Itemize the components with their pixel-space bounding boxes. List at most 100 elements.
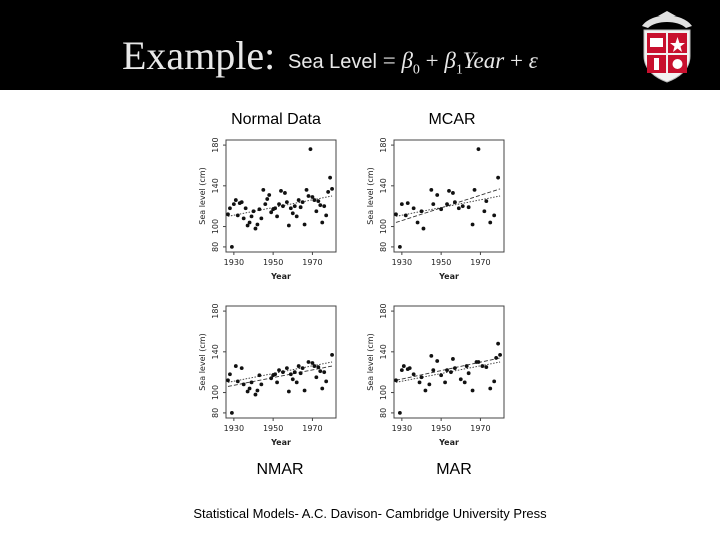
data-point [294, 380, 299, 385]
data-point [298, 205, 303, 210]
x-axis-title: Year [270, 438, 291, 447]
data-point [460, 204, 465, 209]
data-point [306, 360, 311, 364]
data-point [255, 222, 260, 227]
data-point [452, 366, 457, 371]
panel-label-mar: MAR [436, 461, 472, 478]
data-point [312, 198, 317, 202]
y-tick-label: 140 [211, 178, 220, 193]
data-point [235, 379, 240, 384]
data-point [294, 214, 299, 219]
plot-frame [393, 305, 505, 419]
data-point [496, 341, 501, 346]
data-point [484, 199, 489, 203]
data-point [253, 392, 258, 397]
plot-frame [225, 305, 337, 419]
data-point [498, 352, 502, 357]
data-point [472, 187, 477, 192]
data-point [298, 371, 303, 376]
fit-line-dotted [227, 195, 333, 217]
data-point [417, 380, 422, 385]
data-point [431, 202, 436, 207]
data-point [324, 379, 329, 384]
data-point [326, 190, 331, 194]
x-tick-label: 1970 [470, 424, 490, 433]
data-point [451, 357, 455, 361]
data-point [439, 373, 444, 378]
data-point [302, 388, 307, 393]
formula-beta1-sub: 1 [455, 62, 463, 78]
data-point [322, 370, 327, 375]
fit-line-dotted [395, 361, 501, 383]
data-point [435, 359, 440, 363]
data-point [273, 206, 278, 211]
data-point [421, 226, 426, 231]
formula-epsilon: ε [528, 48, 538, 73]
data-point [265, 197, 270, 201]
data-point [401, 364, 406, 368]
data-point [288, 206, 293, 211]
data-point [229, 411, 234, 415]
data-point [492, 379, 497, 384]
data-point [470, 388, 475, 393]
x-tick-label: 1930 [224, 424, 244, 433]
data-point [249, 214, 254, 219]
formula-equals: = [382, 48, 396, 73]
data-point [411, 206, 416, 211]
y-tick-label: 180 [379, 303, 388, 318]
data-point [318, 203, 323, 208]
data-point [330, 352, 334, 357]
panel-label-normal: Normal Data [231, 111, 321, 128]
data-point [306, 194, 311, 198]
slide-header [0, 0, 720, 90]
data-point [316, 365, 321, 369]
data-point [231, 202, 236, 207]
y-tick-label: 80 [379, 242, 388, 252]
data-point [229, 245, 234, 249]
y-tick-label: 180 [379, 137, 388, 152]
data-point [228, 372, 232, 377]
panel-label-mcar: MCAR [428, 111, 476, 128]
data-point [445, 202, 449, 207]
data-point [241, 382, 246, 387]
data-point [466, 371, 471, 376]
y-tick-label: 140 [379, 178, 388, 193]
data-point [494, 356, 499, 360]
x-tick-label: 1930 [224, 258, 244, 267]
data-point [226, 212, 230, 217]
data-point [316, 199, 321, 203]
data-point [243, 206, 248, 211]
data-point [308, 147, 313, 152]
data-point [411, 372, 416, 377]
x-tick-label: 1970 [302, 258, 322, 267]
y-tick-label: 100 [211, 219, 220, 234]
data-point [480, 364, 485, 368]
x-axis-title: Year [438, 438, 459, 447]
footer-citation: Statistical Models- A.C. Davison- Cambri… [193, 506, 547, 521]
data-point [290, 377, 295, 382]
fit-line-dotted [395, 195, 501, 217]
data-point [275, 214, 279, 219]
data-point [419, 209, 424, 214]
data-point [322, 204, 327, 209]
data-point [302, 222, 307, 227]
data-point [296, 198, 301, 202]
data-point [397, 245, 402, 249]
y-tick-label: 140 [211, 344, 220, 359]
data-point [273, 372, 278, 377]
x-tick-label: 1970 [470, 258, 490, 267]
data-point [288, 372, 293, 377]
data-point [314, 375, 319, 380]
data-point [257, 373, 262, 378]
y-axis-title: Sea level (cm) [198, 333, 207, 390]
data-point [429, 187, 434, 192]
data-point [235, 213, 240, 218]
data-point [261, 187, 266, 192]
data-point [470, 222, 475, 227]
data-point [239, 200, 244, 205]
data-point [249, 380, 254, 385]
data-point [269, 210, 274, 215]
formula-variable: Year [462, 48, 505, 73]
data-point [429, 353, 434, 358]
